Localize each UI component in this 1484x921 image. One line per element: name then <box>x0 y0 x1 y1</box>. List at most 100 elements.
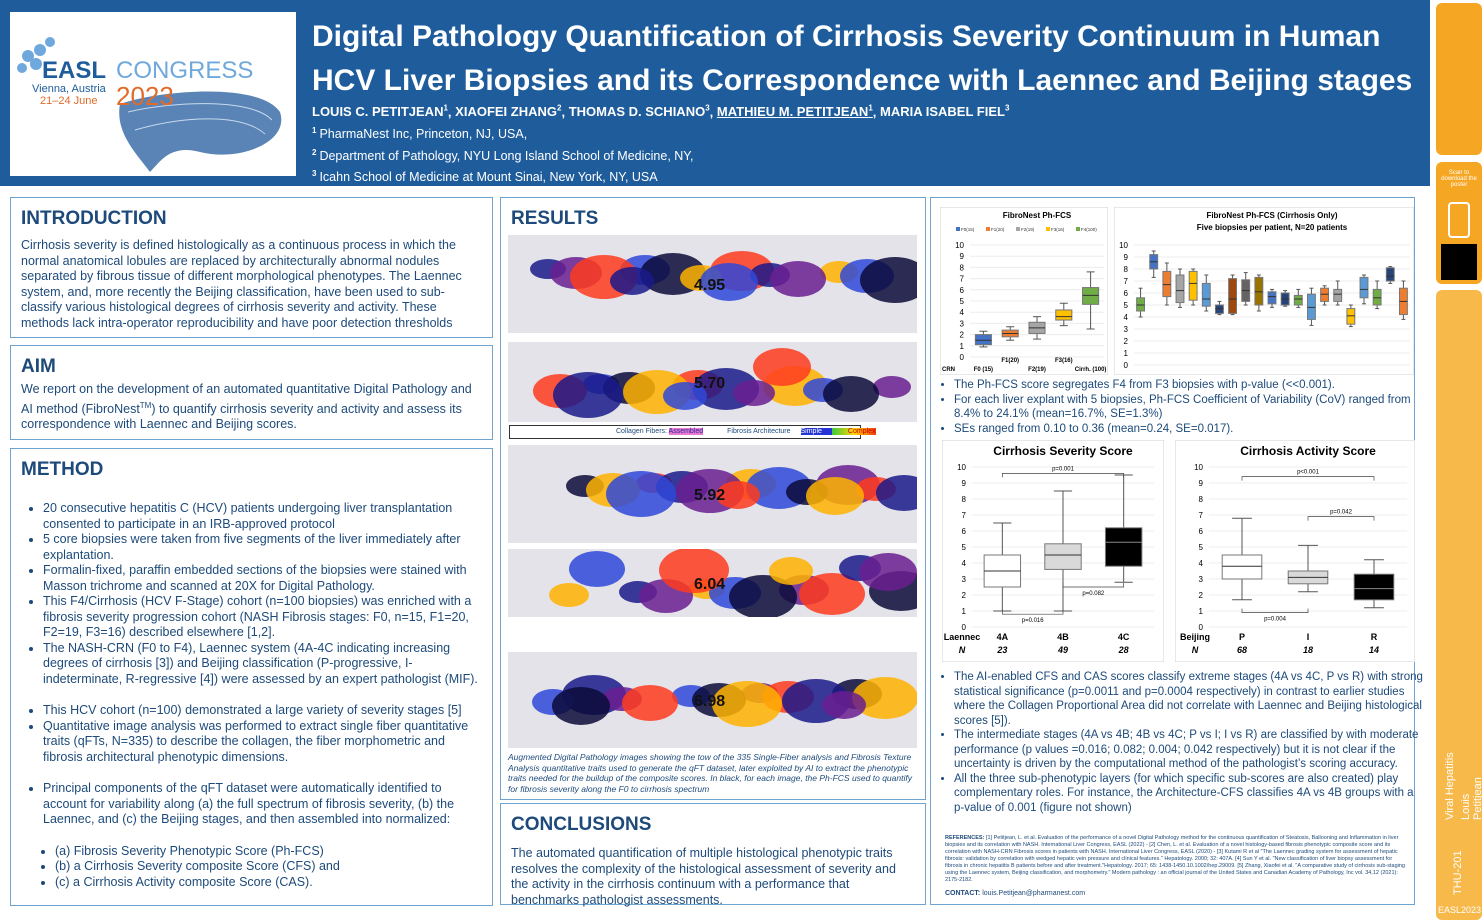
y-tick-label: 9 <box>962 479 967 488</box>
affiliation: 3 Icahn School of Medicine at Mount Sinai… <box>312 165 694 187</box>
author-name: MARIA ISABEL FIEL <box>880 104 1005 120</box>
box <box>1175 274 1185 304</box>
text: ) to quantify cirrhosis severity and act… <box>21 401 462 432</box>
author-sup: 3 <box>1004 104 1010 113</box>
y-tick-label: 0 <box>1124 361 1129 370</box>
y-tick-label: 3 <box>962 575 967 584</box>
heading: RESULTS <box>511 208 599 229</box>
author-name: XIAOFEI ZHANG <box>455 104 557 120</box>
y-tick-label: 10 <box>957 463 966 472</box>
author-sup: 2 <box>557 104 562 113</box>
y-tick-label: 8 <box>1124 265 1129 274</box>
y-tick-label: 1 <box>962 607 967 616</box>
chart-bg <box>1175 440 1415 662</box>
scan-text: Scan to download the poster <box>1441 170 1477 188</box>
author-name: MATHIEU M. PETITJEAN <box>716 104 869 120</box>
box <box>1188 270 1198 301</box>
row-label: N <box>959 645 966 655</box>
tissue <box>769 557 813 585</box>
tissue <box>729 575 797 617</box>
legend-swatch <box>986 227 990 231</box>
side-tab: Scan to download the poster <box>1436 162 1482 284</box>
legend-label: F4(100) <box>1081 227 1097 232</box>
decoration <box>119 91 282 172</box>
references: REFERENCES: [1] Petitjean, L. et al. Eva… <box>945 835 1405 884</box>
tissue <box>799 573 865 615</box>
chart-title: FibroNest Ph-FCS (Cirrhosis Only) <box>1206 211 1337 220</box>
x-tick-label: R <box>1371 632 1378 642</box>
y-tick-label: 7 <box>1199 511 1204 520</box>
affiliation-text: PharmaNest Inc, Princeton, NJ, USA, <box>319 127 528 142</box>
affiliation: 2 Department of Pathology, NYU Long Islan… <box>312 144 694 166</box>
list-item: Quantitative image analysis was performe… <box>43 719 482 766</box>
p-bracket <box>1241 476 1375 481</box>
box <box>974 334 992 346</box>
pathology-image: 5.92 <box>508 445 917 543</box>
tissue <box>712 681 782 727</box>
legend-swatch <box>1016 227 1020 231</box>
chart-title: Cirrhosis Activity Score <box>1240 444 1376 458</box>
list: 20 consecutive hepatitis C (HCV) patient… <box>21 501 482 687</box>
box <box>1385 267 1395 282</box>
x-tick-label: 4B <box>1057 632 1069 642</box>
y-tick-label: 3 <box>960 319 965 328</box>
box <box>1254 276 1264 306</box>
legend-label: F0(15) <box>961 227 975 232</box>
tissue <box>852 677 917 719</box>
text: We report on the development of an autom… <box>21 382 472 416</box>
list: Principal components of the qFT dataset … <box>21 781 482 828</box>
chart: FibroNest Ph-FCS (Cirrhosis Only) Five bi… <box>1114 207 1414 375</box>
tissue <box>553 372 623 418</box>
box <box>1333 288 1343 302</box>
box <box>1055 309 1073 321</box>
y-tick-label: 4 <box>960 308 965 317</box>
image-score: 5.70 <box>694 375 725 392</box>
list: This HCV cohort (n=100) demonstrated a l… <box>21 703 482 765</box>
box <box>1228 278 1238 314</box>
p-value: p=0.001 <box>1052 466 1075 472</box>
title: Digital Pathology Quantification of Cirr… <box>312 15 1412 103</box>
heading: INTRODUCTION <box>21 208 167 229</box>
decoration <box>45 37 55 47</box>
image-graphic: 5.70 <box>533 348 911 418</box>
paragraph: We report on the development of an autom… <box>21 382 482 433</box>
image-graphic: 4.95 <box>530 251 917 303</box>
list-item: (a) Fibrosis Severity Phenotypic Score (… <box>55 844 482 860</box>
decoration <box>17 63 27 73</box>
author: MARIA ISABEL FIEL3 <box>880 104 1009 119</box>
p-value: p=0.016 <box>1022 618 1045 624</box>
legend-label: F3(16) <box>1051 227 1065 232</box>
y-tick-label: 8 <box>960 263 965 272</box>
tissue <box>610 267 654 295</box>
tissue <box>549 583 589 607</box>
list-item: The AI-enabled CFS and CAS scores classi… <box>954 670 1424 728</box>
p-value: p=0.082 <box>1082 591 1105 597</box>
list-item: All the three sub-phenotypic layers (for… <box>954 772 1424 816</box>
tissue <box>822 691 866 719</box>
image-legend: Collagen Fibers: Assembled Fibrosis Arch… <box>509 425 876 439</box>
legend-text: Simple <box>800 428 832 435</box>
affiliation-text: Icahn School of Medicine at Mount Sinai,… <box>319 170 658 185</box>
y-tick-label: 1 <box>1199 607 1204 616</box>
logo: EASL CONGRESS Vienna, Austria 21–24 June… <box>10 12 296 176</box>
tissue <box>552 687 610 725</box>
side-author: Louis Petitjean <box>1460 777 1484 820</box>
y-tick-label: 10 <box>955 241 964 250</box>
decoration <box>1448 202 1470 238</box>
x-tick-label: P <box>1239 632 1245 642</box>
y-tick-label: 7 <box>962 511 967 520</box>
y-tick-label: 3 <box>1124 325 1129 334</box>
y-tick-label: 1 <box>1124 349 1129 358</box>
box <box>1201 282 1211 307</box>
n-label: 68 <box>1237 645 1247 655</box>
y-tick-label: 3 <box>1199 575 1204 584</box>
list-item: This HCV cohort (n=100) demonstrated a l… <box>43 703 482 719</box>
tissue <box>659 549 729 593</box>
row-label: Beijing <box>1180 632 1210 642</box>
label: CONTACT: <box>945 890 981 897</box>
legend-text: Complex <box>831 428 876 435</box>
author-name: THOMAS D. SCHIANO <box>568 104 706 120</box>
list-item: SEs ranged from 0.10 to 0.36 (mean=0.24,… <box>954 422 1424 437</box>
